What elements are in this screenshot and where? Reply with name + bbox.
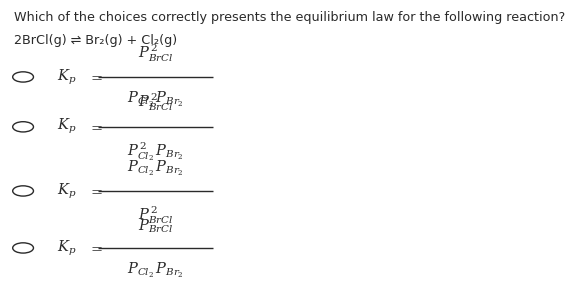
Text: $P_{BrCl}$: $P_{BrCl}$	[138, 217, 173, 235]
Text: $=$: $=$	[88, 184, 103, 198]
Text: $P_{Cl_2}^{\,2}\,P_{Br_2}$: $P_{Cl_2}^{\,2}\,P_{Br_2}$	[128, 140, 184, 163]
Text: $=$: $=$	[88, 119, 103, 134]
Text: $K_p$: $K_p$	[57, 181, 76, 201]
Text: $K_p$: $K_p$	[57, 117, 76, 137]
Text: $P_{Cl_2}\,P_{Br_2}$: $P_{Cl_2}\,P_{Br_2}$	[128, 90, 184, 109]
Text: Which of the choices correctly presents the equilibrium law for the following re: Which of the choices correctly presents …	[14, 11, 565, 25]
Text: $P_{BrCl}^{\,2}$: $P_{BrCl}^{\,2}$	[138, 204, 173, 226]
Text: $P_{BrCl}^{\,2}$: $P_{BrCl}^{\,2}$	[138, 92, 173, 113]
Text: $P_{Cl_2}\,P_{Br_2}$: $P_{Cl_2}\,P_{Br_2}$	[128, 158, 184, 178]
Text: $=$: $=$	[88, 70, 103, 84]
Text: $K_p$: $K_p$	[57, 238, 76, 258]
Text: 2BrCl(g) ⇌ Br₂(g) + Cl₂(g): 2BrCl(g) ⇌ Br₂(g) + Cl₂(g)	[14, 34, 178, 47]
Text: $P_{BrCl}^{\,2}$: $P_{BrCl}^{\,2}$	[138, 42, 173, 64]
Text: $=$: $=$	[88, 241, 103, 255]
Text: $P_{Cl_2}\,P_{Br_2}$: $P_{Cl_2}\,P_{Br_2}$	[128, 261, 184, 280]
Text: $K_p$: $K_p$	[57, 67, 76, 87]
